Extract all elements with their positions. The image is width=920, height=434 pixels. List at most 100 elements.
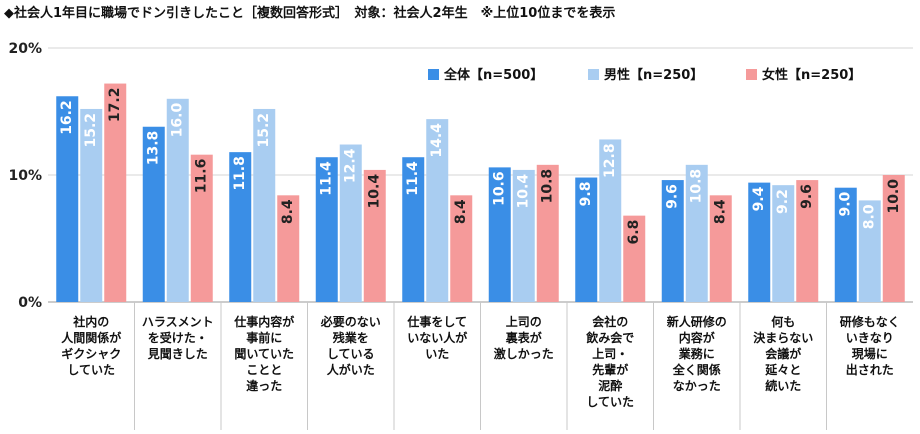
legend-label: 男性【n=250】 <box>604 67 703 83</box>
bar <box>315 157 338 302</box>
data-label: 11.6 <box>194 159 210 194</box>
x-tick-label: していた <box>586 395 634 409</box>
x-tick-label: 延々と <box>764 362 801 377</box>
data-label: 12.8 <box>602 143 618 178</box>
bar <box>190 154 213 302</box>
x-tick-label: 違った <box>246 378 282 393</box>
x-tick-label: 出された <box>846 362 894 377</box>
x-tick-label: 現場に <box>852 346 888 361</box>
data-label: 9.8 <box>578 182 594 207</box>
legend: 全体【n=500】 男性【n=250】 女性【n=250】 <box>428 67 861 83</box>
x-tick-label: 事前に <box>246 330 282 345</box>
data-label: 12.4 <box>343 148 359 183</box>
x-tick-label: 残業を <box>333 330 369 345</box>
data-label: 9.0 <box>838 191 854 216</box>
bar <box>142 126 165 303</box>
bars: 16.2 15.2 17.2 13.8 16.0 11.6 11.8 15.2 8.4 11.4 1… <box>56 83 905 303</box>
legend-swatch <box>746 69 757 80</box>
x-tick-label: 研修もなく <box>840 314 900 329</box>
data-label: 16.2 <box>59 100 75 135</box>
data-label: 15.2 <box>256 113 272 148</box>
legend-label: 女性【n=250】 <box>762 67 861 83</box>
data-label: 9.4 <box>751 186 767 211</box>
x-tick-label: 激しかった <box>494 346 554 361</box>
data-label: 10.0 <box>886 179 902 214</box>
x-tick-label: 仕事内容が <box>233 314 294 329</box>
bar <box>685 164 708 302</box>
data-label: 10.6 <box>492 171 508 206</box>
x-tick-label: 上司・ <box>592 346 628 361</box>
bar <box>536 164 559 302</box>
bar <box>363 169 386 302</box>
x-tick-label: 仕事をして <box>406 314 467 329</box>
x-tick-label: 泥酔 <box>598 378 622 393</box>
x-tick-label: ハラスメント <box>142 315 214 329</box>
x-tick-label: 人間関係が <box>61 330 121 345</box>
bar <box>229 152 252 302</box>
x-tick-label: 飲み会で <box>585 330 634 345</box>
x-tick-label: いた <box>425 347 449 361</box>
legend-label: 全体【n=500】 <box>443 67 543 83</box>
bar <box>796 180 819 302</box>
data-label: 8.4 <box>280 199 296 224</box>
data-label: 11.4 <box>405 161 421 196</box>
bar <box>253 108 276 303</box>
data-label: 10.8 <box>689 169 705 204</box>
data-label: 8.0 <box>862 204 878 229</box>
x-tick-label: いきなり <box>846 331 894 345</box>
bar <box>575 177 598 302</box>
data-label: 17.2 <box>107 88 123 123</box>
x-tick-label: 決まらない <box>753 330 813 345</box>
x-tick-label: なかった <box>673 379 721 393</box>
x-tick-label: 社内の <box>72 314 109 329</box>
x-tick-label: 業務に <box>678 346 715 361</box>
bar <box>772 185 795 302</box>
data-label: 13.8 <box>146 131 162 166</box>
legend-swatch <box>588 69 599 80</box>
data-label: 10.8 <box>540 169 556 204</box>
bar <box>56 96 79 302</box>
x-tick-label: 先輩が <box>592 362 628 377</box>
bar <box>623 215 646 302</box>
bar <box>80 108 103 303</box>
x-tick-label: 全く関係 <box>672 362 721 377</box>
x-tick-label: 何も <box>771 314 795 329</box>
data-label: 9.2 <box>775 189 791 214</box>
bar <box>858 200 881 302</box>
legend-swatch <box>428 69 439 80</box>
data-label: 8.4 <box>453 199 469 224</box>
x-tick-label: 続いた <box>765 378 801 393</box>
data-label: 16.0 <box>170 103 186 138</box>
x-tick-label: を受けた・ <box>148 330 208 345</box>
bar <box>339 144 362 302</box>
data-label: 11.8 <box>232 156 248 191</box>
x-tick-label: 必要のない <box>320 314 381 329</box>
data-label: 10.4 <box>516 174 532 209</box>
x-tick-label: 会議が <box>765 346 801 361</box>
bar <box>104 83 127 302</box>
bar <box>882 175 905 302</box>
data-label: 9.6 <box>799 184 815 209</box>
x-tick-label: 新人研修の <box>667 314 727 329</box>
bar <box>748 182 771 302</box>
y-tick-label: 20% <box>8 41 42 57</box>
bar <box>166 98 189 302</box>
bar <box>599 139 622 302</box>
data-label: 15.2 <box>83 113 99 148</box>
y-tick-label: 0% <box>18 295 42 311</box>
x-tick-label: 内容が <box>679 330 715 345</box>
x-tick-label: 聞いていた <box>234 347 294 361</box>
bar <box>426 119 449 303</box>
data-label: 6.8 <box>626 220 642 245</box>
x-tick-label: 見聞きした <box>147 346 208 361</box>
x-tick-label: 上司の <box>506 314 542 329</box>
data-label: 14.4 <box>429 123 445 158</box>
y-axis: 0% 10% 20% <box>8 41 42 311</box>
data-label: 9.6 <box>665 184 681 209</box>
data-label: 10.4 <box>367 174 383 209</box>
bar <box>488 167 511 302</box>
bar <box>277 195 300 302</box>
chart-title: ◆社会人1年目に職場でドン引きしたこと［複数回答形式］ 対象：社会人2年生 ※上… <box>4 5 615 21</box>
